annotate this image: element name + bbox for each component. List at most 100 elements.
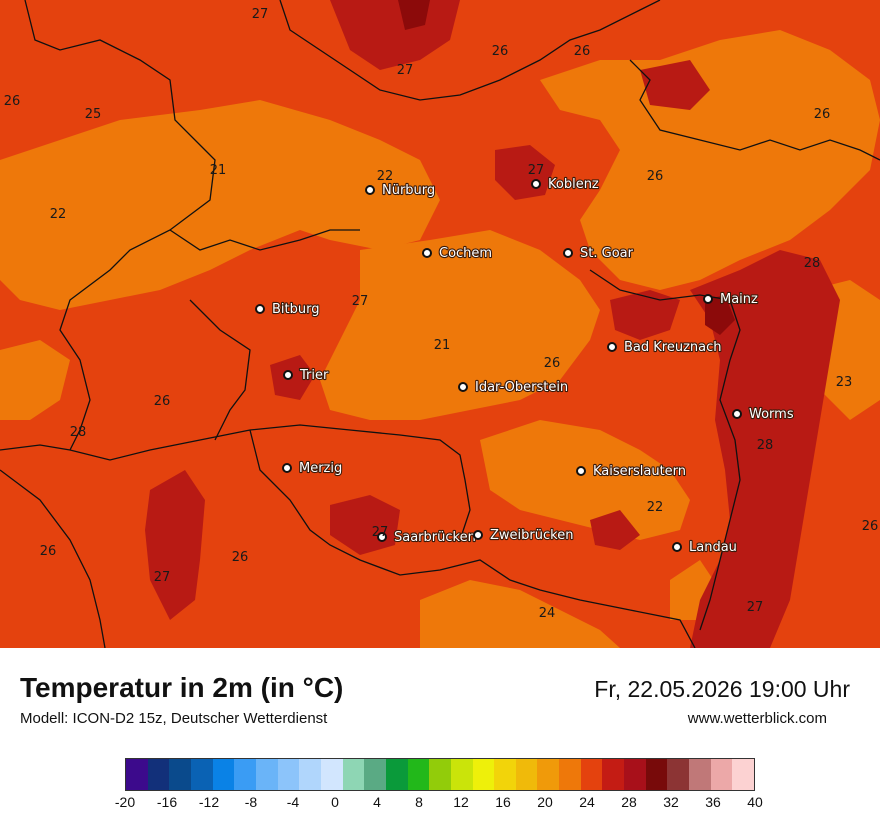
city-zweibrücken[interactable]: Zweibrücken xyxy=(473,527,575,544)
city-label: Merzig xyxy=(299,461,342,476)
colorbar-segment xyxy=(689,759,711,790)
isotherm-label: 22 xyxy=(50,207,67,222)
colorbar-segment xyxy=(126,759,148,790)
city-merzig[interactable]: Merzig xyxy=(282,460,343,477)
colorbar-segment xyxy=(212,759,235,790)
forecast-datetime: Fr, 22.05.2026 19:00 Uhr xyxy=(594,676,850,702)
city-marker-icon xyxy=(282,463,292,473)
city-worms[interactable]: Worms xyxy=(732,406,795,423)
isotherm-label: 26 xyxy=(574,44,591,59)
city-label: Cochem xyxy=(439,246,492,261)
city-bad-kreuznach[interactable]: Bad Kreuznach xyxy=(607,339,723,356)
isotherm-label: 26 xyxy=(232,550,249,565)
colorbar-segment xyxy=(320,759,343,790)
city-marker-icon xyxy=(422,248,432,258)
isotherm-label: 22 xyxy=(377,169,394,184)
city-label: Bitburg xyxy=(272,302,320,317)
city-marker-icon xyxy=(563,248,573,258)
colorbar-tick-label: 20 xyxy=(537,794,553,810)
city-label: Saarbrücken xyxy=(394,530,476,545)
isotherm-label: 26 xyxy=(647,169,664,184)
city-label: Koblenz xyxy=(548,177,599,192)
isotherm-label: 23 xyxy=(836,375,853,390)
city-label: Trier xyxy=(299,368,329,383)
colorbar-segment xyxy=(710,759,733,790)
city-label: Zweibrücken xyxy=(490,528,573,543)
city-markers: Nürburg Koblenz Cochem St. Goar Mainz Bitburg… xyxy=(255,176,795,556)
isotherm-label: 27 xyxy=(154,570,171,585)
city-marker-icon xyxy=(703,294,713,304)
temperature-colorbar xyxy=(125,758,755,791)
city-marker-icon xyxy=(672,542,682,552)
isotherm-label: 27 xyxy=(528,163,545,178)
colorbar-segment xyxy=(515,759,538,790)
colorbar-segment xyxy=(624,759,646,790)
isotherm-label: 24 xyxy=(539,606,556,621)
isotherm-label: 26 xyxy=(492,44,509,59)
city-label: Mainz xyxy=(720,292,758,307)
city-label: Worms xyxy=(749,407,794,422)
colorbar-tick-label: 4 xyxy=(373,794,381,810)
city-st-goar[interactable]: St. Goar xyxy=(563,245,635,262)
colorbar-tick-label: 40 xyxy=(747,794,763,810)
city-landau[interactable]: Landau xyxy=(672,539,738,556)
colorbar-segment xyxy=(429,759,451,790)
isotherm-label: 21 xyxy=(210,163,227,178)
city-idar-oberstein[interactable]: Idar-Oberstein xyxy=(458,379,569,396)
city-marker-icon xyxy=(607,342,617,352)
city-cochem[interactable]: Cochem xyxy=(422,245,493,262)
colorbar-segment xyxy=(234,759,256,790)
city-koblenz[interactable]: Koblenz xyxy=(531,176,600,193)
colorbar-segment xyxy=(667,759,690,790)
colorbar-segment xyxy=(299,759,321,790)
colorbar-ticks: -20 -16 -12 -8 -4 0 4 8 12 16 20 24 28 32 36 40 xyxy=(115,794,763,812)
colorbar-tick-label: -16 xyxy=(156,794,178,810)
isotherm-label: 26 xyxy=(4,94,21,109)
city-mainz[interactable]: Mainz xyxy=(703,291,759,308)
isotherm-label: 26 xyxy=(862,519,879,534)
city-marker-icon xyxy=(365,185,375,195)
city-marker-icon xyxy=(576,466,586,476)
isotherm-label: 28 xyxy=(70,425,87,440)
city-saarbrücken[interactable]: Saarbrücken xyxy=(377,529,477,546)
colorbar-segment xyxy=(645,759,668,790)
city-label: St. Goar xyxy=(580,246,634,261)
temperature-map[interactable]: Nürburg Koblenz Cochem St. Goar Mainz Bitburg… xyxy=(0,0,880,648)
isotherm-label: 27 xyxy=(252,7,269,22)
colorbar-tick-label: 32 xyxy=(663,794,679,810)
colorbar-segment xyxy=(385,759,408,790)
isotherm-label: 25 xyxy=(85,107,102,122)
colorbar-segment xyxy=(472,759,495,790)
city-kaiserslautern[interactable]: Kaiserslautern xyxy=(576,463,687,480)
colorbar-tick-label: 24 xyxy=(579,794,595,810)
website-link[interactable]: www.wetterblick.com xyxy=(687,710,827,727)
colorbar-tick-label: 12 xyxy=(453,794,469,810)
city-marker-icon xyxy=(473,530,483,540)
isotherm-label: 27 xyxy=(397,63,414,78)
isotherm-label: 21 xyxy=(434,338,451,353)
colorbar-segment xyxy=(450,759,473,790)
isotherm-label: 22 xyxy=(647,500,664,515)
isotherm-label: 28 xyxy=(804,256,821,271)
colorbar-segment xyxy=(190,759,213,790)
city-bitburg[interactable]: Bitburg xyxy=(255,301,321,318)
colorbar-segment xyxy=(732,759,755,790)
colorbar-segment xyxy=(364,759,386,790)
border-lines xyxy=(0,0,880,648)
isotherm-labels: 27 26 27 26 26 25 22 21 22 27 26 28 27 21 26 23 26 28 28 22… xyxy=(4,7,879,621)
isotherm-label: 27 xyxy=(372,525,389,540)
colorbar-segment xyxy=(494,759,516,790)
isotherm-label: 26 xyxy=(544,356,561,371)
colorbar-tick-label: -20 xyxy=(114,794,136,810)
colorbar-tick-label: -8 xyxy=(244,794,258,810)
colorbar-segment xyxy=(255,759,278,790)
city-marker-icon xyxy=(732,409,742,419)
isotherm-label: 26 xyxy=(814,107,831,122)
colorbar-tick-label: 28 xyxy=(621,794,637,810)
city-trier[interactable]: Trier xyxy=(283,367,330,384)
city-nürburg[interactable]: Nürburg xyxy=(365,182,436,199)
colorbar-tick-label: 36 xyxy=(705,794,721,810)
colorbar-segment xyxy=(580,759,603,790)
colorbar-segment xyxy=(147,759,170,790)
isotherm-label: 28 xyxy=(757,438,774,453)
